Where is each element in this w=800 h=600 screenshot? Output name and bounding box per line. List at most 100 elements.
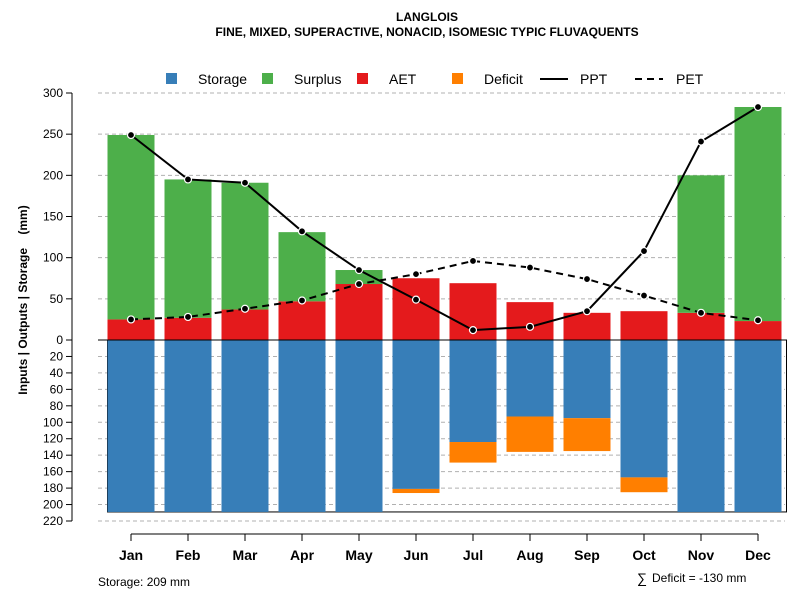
aet-bar <box>734 321 782 340</box>
bars-group <box>98 106 787 513</box>
axes-group: 300 250 200 150 100 50 0 20 40 60 80 100 120 140 160 18… <box>43 86 771 563</box>
pet-point <box>525 263 535 272</box>
legend-swatch-deficit <box>452 73 463 84</box>
grid-lines <box>98 92 785 522</box>
legend-label-surplus: Surplus <box>294 71 341 87</box>
x-tick-label: Apr <box>290 547 315 563</box>
surplus-bar <box>278 232 326 302</box>
y-tick-label: 100 <box>43 251 63 265</box>
ppt-point <box>753 102 763 112</box>
aet-bar <box>164 317 212 340</box>
pet-point <box>582 274 592 284</box>
pet-point <box>297 296 307 305</box>
ppt-point <box>126 130 136 140</box>
aet-bar <box>563 312 611 340</box>
aet-bar <box>278 301 326 340</box>
pet-point <box>696 308 706 317</box>
y-tick-label: 20 <box>50 349 64 363</box>
y-tick-label: 160 <box>43 465 63 479</box>
storage-bar <box>392 340 440 489</box>
y-tick-label: 300 <box>43 86 63 100</box>
legend: Storage Surplus AET Deficit PPT PET <box>166 71 704 87</box>
y-tick-label: 250 <box>43 127 63 141</box>
x-tick-label: Feb <box>176 547 201 563</box>
pet-point <box>354 279 364 289</box>
legend-label-deficit: Deficit <box>484 71 523 87</box>
x-tick-label: Jul <box>463 547 483 563</box>
y-tick-label: 200 <box>43 498 63 512</box>
storage-bar <box>221 340 269 512</box>
aet-bar <box>506 302 554 340</box>
x-tick-label: Jan <box>119 547 143 563</box>
deficit-bar <box>563 418 611 452</box>
lines-group <box>126 102 763 335</box>
surplus-bar <box>734 106 782 322</box>
y-tick-label: 0 <box>56 333 63 347</box>
y-tick-label: 200 <box>43 168 63 182</box>
y-tick-label: 140 <box>43 448 63 462</box>
pet-point <box>753 316 763 325</box>
x-tick-label: Jun <box>404 547 429 563</box>
ppt-point <box>183 175 193 184</box>
chart-title: LANGLOIS <box>396 10 458 24</box>
y-tick-label: 60 <box>50 382 64 396</box>
aet-bar <box>221 309 269 340</box>
storage-bar <box>563 340 611 419</box>
x-tick-label: Sep <box>574 547 600 563</box>
pet-point <box>639 291 649 300</box>
deficit-sum-symbol: ∑ <box>637 570 647 586</box>
deficit-bar <box>620 477 668 493</box>
storage-bar <box>449 340 497 443</box>
pet-line <box>130 259 759 322</box>
storage-bar <box>506 340 554 417</box>
pet-point <box>411 270 421 279</box>
x-tick-label: Nov <box>688 547 715 563</box>
storage-bar <box>677 340 725 512</box>
x-tick-label: Aug <box>516 547 543 563</box>
pet-point <box>183 312 193 322</box>
y-tick-label: 220 <box>43 514 63 528</box>
aet-bar <box>620 311 668 340</box>
y-axis-label: Inputs | Outputs | Storage (mm) <box>16 205 30 394</box>
legend-label-aet: AET <box>389 71 417 87</box>
ppt-line <box>130 106 759 332</box>
deficit-bar <box>506 416 554 452</box>
surplus-bar <box>107 134 155 320</box>
y-tick-label: 80 <box>50 399 64 413</box>
x-tick-label: Oct <box>632 547 656 563</box>
storage-footnote: Storage: 209 mm <box>98 575 190 589</box>
storage-bar <box>335 340 383 512</box>
legend-label-pet: PET <box>676 71 704 87</box>
ppt-point <box>468 326 478 335</box>
surplus-bar <box>164 179 212 318</box>
x-tick-label: Mar <box>233 547 258 563</box>
storage-bar <box>620 340 668 478</box>
surplus-bar <box>335 270 383 285</box>
y-tick-label: 50 <box>50 292 64 306</box>
aet-bar <box>107 319 155 340</box>
deficit-bar <box>392 488 440 494</box>
storage-bar <box>164 340 212 512</box>
deficit-bar <box>449 442 497 463</box>
pet-point <box>240 304 250 313</box>
chart-subtitle: FINE, MIXED, SUPERACTIVE, NONACID, ISOME… <box>215 25 638 39</box>
legend-label-ppt: PPT <box>580 71 608 87</box>
deficit-footnote: Deficit = -130 mm <box>652 571 746 585</box>
y-tick-label: 40 <box>50 366 64 380</box>
ppt-point <box>354 265 364 275</box>
ppt-point <box>639 246 649 256</box>
ppt-point <box>696 137 706 146</box>
legend-label-storage: Storage <box>198 71 247 87</box>
storage-bar <box>107 340 155 512</box>
y-tick-label: 120 <box>43 432 63 446</box>
ppt-point <box>411 295 421 304</box>
pet-point <box>126 315 136 324</box>
surplus-bar <box>221 182 269 310</box>
y-tick-label: 150 <box>43 210 63 224</box>
legend-swatch-surplus <box>262 73 273 84</box>
surplus-bar <box>677 175 725 313</box>
storage-bar <box>278 340 326 512</box>
ppt-point <box>297 227 307 236</box>
legend-swatch-storage <box>166 73 177 84</box>
